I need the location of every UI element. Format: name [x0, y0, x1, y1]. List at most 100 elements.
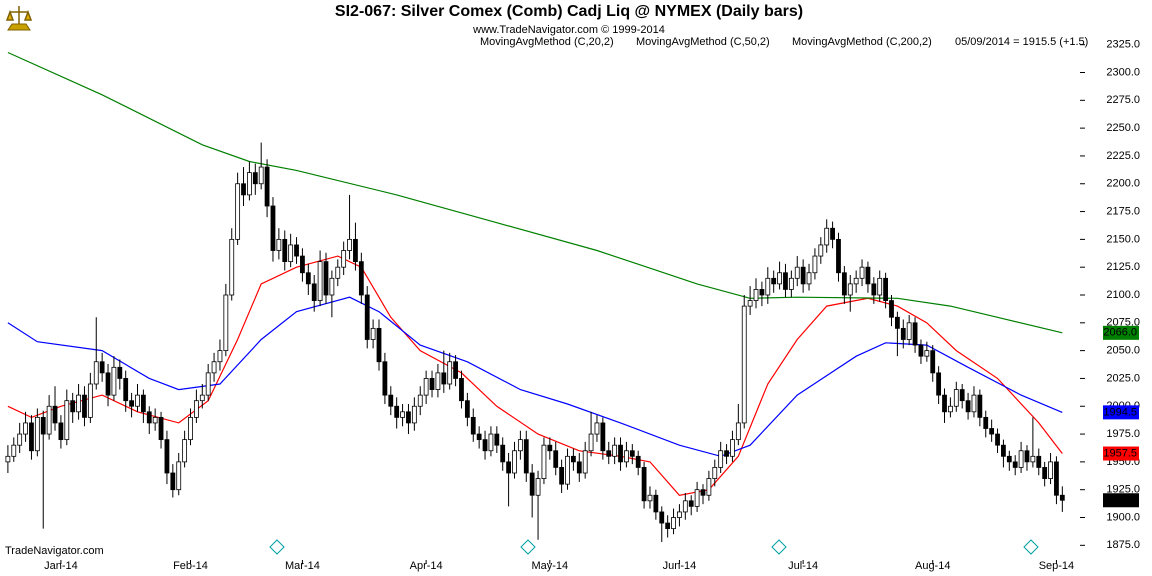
y-tick-label: 1900.0: [1106, 511, 1140, 523]
candle-body: [553, 450, 559, 468]
candle-body: [406, 411, 411, 424]
candle-body: [594, 422, 600, 435]
candle-body: [665, 522, 671, 530]
candle-body: [624, 450, 629, 463]
candle-body: [276, 238, 282, 251]
y-tick-label: 2075.0: [1106, 317, 1140, 329]
candle-body: [447, 361, 453, 385]
candle-body: [23, 422, 28, 435]
candle-body: [647, 494, 653, 502]
candle-body: [264, 166, 270, 207]
y-tick-label: 2100.0: [1106, 289, 1140, 301]
candle-body: [17, 433, 23, 446]
candle-body: [123, 378, 129, 402]
y-tick-label: 1925.0: [1106, 484, 1140, 496]
candle-body: [718, 450, 724, 468]
candle-body: [712, 467, 718, 479]
candle-body: [612, 444, 618, 457]
candle-body: [1054, 461, 1059, 496]
candle-body: [217, 350, 223, 363]
candle-body: [659, 511, 665, 524]
candle-body: [464, 400, 470, 418]
candle-body: [877, 277, 883, 296]
candle-body: [58, 422, 64, 441]
candle-body: [176, 461, 182, 491]
x-tick-label: Feb-14: [173, 560, 208, 572]
ma-line: [7, 296, 1063, 457]
candle-body: [76, 394, 81, 413]
x-tick-label: Jun-14: [663, 560, 697, 572]
status-text: 05/09/2014 = 1915.5 (+1.5): [955, 36, 1088, 48]
candle-body: [211, 361, 217, 374]
candle-body: [635, 455, 641, 468]
candle-body: [883, 277, 889, 301]
logo: [5, 6, 33, 31]
candle-body: [347, 238, 352, 251]
x-tick-label: May-14: [531, 560, 568, 572]
candle-body: [93, 361, 99, 385]
candle-body: [288, 244, 294, 263]
candle-body: [965, 400, 971, 413]
candle-body: [64, 400, 70, 441]
candle-body: [506, 461, 512, 474]
candle-body: [953, 389, 959, 407]
candle-body: [40, 416, 46, 435]
price-tag: [1103, 493, 1139, 508]
candle-body: [936, 372, 942, 396]
candle-body: [753, 289, 759, 301]
candle-body: [488, 433, 494, 452]
candle-body: [411, 405, 417, 424]
legend-entry: MovingAvgMethod (C,50,2): [636, 36, 770, 48]
candle-body: [429, 378, 435, 390]
candle-body: [382, 361, 388, 396]
candle-body: [677, 511, 682, 518]
candle-body: [800, 266, 806, 285]
candle-body: [170, 472, 176, 491]
candle-body: [1036, 455, 1042, 468]
candle-body: [1018, 450, 1024, 468]
candle-body: [924, 350, 930, 357]
candle-body: [865, 266, 871, 285]
candle-body: [959, 389, 965, 402]
candle-body: [11, 444, 17, 457]
ma-line: [7, 255, 1063, 496]
candle-body: [983, 416, 989, 429]
y-tick-label: 2125.0: [1106, 261, 1140, 273]
candle-body: [606, 450, 612, 457]
candle-body: [771, 277, 777, 285]
candle-body: [294, 244, 299, 257]
candle-body: [565, 455, 570, 485]
price-tag: [1103, 405, 1139, 420]
x-tick-label: Jan-14: [44, 560, 78, 572]
candle-body: [435, 372, 441, 390]
price-tag: [1103, 325, 1139, 340]
x-tick-label: Aug-14: [915, 560, 950, 572]
candle-body: [1059, 494, 1065, 501]
candle-body: [282, 238, 288, 263]
candle-body: [853, 277, 859, 285]
candle-body: [847, 283, 853, 296]
candle-body: [335, 266, 341, 279]
candle-body: [836, 238, 841, 274]
chart-subtitle: www.TradeNavigator.com © 1999-2014: [472, 24, 665, 36]
candle-body: [199, 394, 205, 402]
candle-body: [388, 394, 394, 407]
price-tag-label: 2066.0: [1103, 327, 1137, 339]
candle-body: [423, 378, 429, 396]
legend-entry: MovingAvgMethod (C,20,2): [480, 36, 614, 48]
candle-body: [894, 316, 900, 329]
candle-body: [87, 383, 93, 418]
candle-body: [523, 439, 529, 474]
candle-body: [323, 261, 329, 296]
candle-body: [694, 489, 700, 507]
candle-body: [300, 255, 305, 274]
candle-body: [1024, 450, 1030, 463]
candle-body: [971, 394, 977, 413]
candle-body: [1006, 455, 1012, 463]
candle-body: [900, 327, 906, 340]
candle-body: [459, 378, 464, 402]
candle-body: [417, 394, 423, 407]
candle-body: [1048, 461, 1053, 479]
candle-body: [671, 517, 676, 530]
candle-body: [948, 405, 953, 413]
